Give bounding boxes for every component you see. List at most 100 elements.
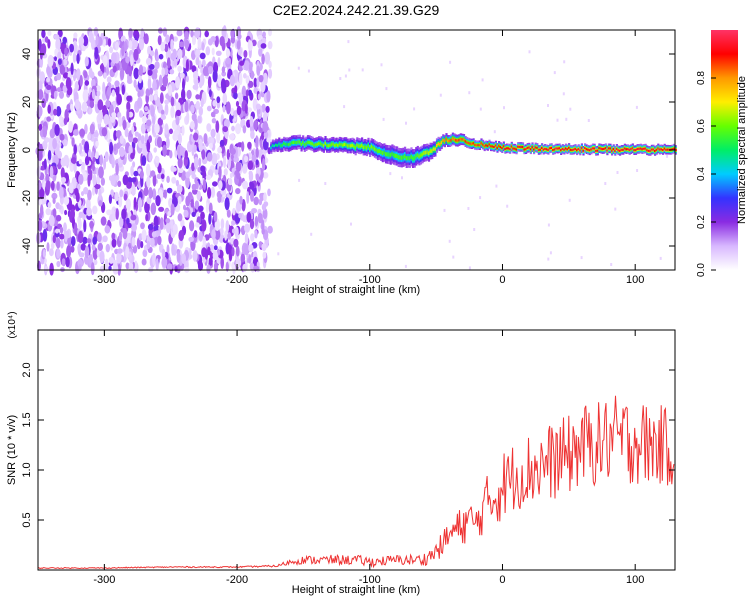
spectrogram-signal-cell xyxy=(434,147,437,151)
spectrogram-noise-cell xyxy=(98,188,102,200)
spectrogram-noise-cell xyxy=(69,43,74,53)
spectrogram-noise-cell xyxy=(208,257,213,266)
spectrogram-noise-cell xyxy=(133,170,139,177)
spectrogram-signal-cell xyxy=(321,142,324,147)
spectrogram-noise-cell xyxy=(208,89,212,98)
spectrogram-noise-cell xyxy=(164,43,169,53)
spectrogram-signal-cell xyxy=(388,152,391,157)
x-tick-label: -300 xyxy=(93,274,115,286)
spectrogram-noise-cell xyxy=(233,110,238,118)
spectrogram-noise-cell xyxy=(207,38,213,46)
spectrogram-signal-cell xyxy=(413,156,416,161)
colorbar-tick-label: 0.2 xyxy=(696,215,707,229)
spectrogram-noise-cell xyxy=(239,195,243,205)
spectrogram-noise-cell xyxy=(250,190,254,202)
spectrogram-noise-cell xyxy=(150,202,157,216)
spectrogram-noise-cell xyxy=(195,100,200,110)
spectrogram-noise-cell xyxy=(223,155,227,168)
spectrogram-noise-cell xyxy=(161,67,165,77)
spectrogram-noise-cell xyxy=(133,67,139,80)
spectrogram-signal-cell xyxy=(462,138,466,141)
spectrogram-noise-cell xyxy=(62,72,69,79)
spectrogram-noise-cell xyxy=(202,59,206,67)
spectrogram-noise-cell xyxy=(267,188,271,197)
spectrogram-noise-cell xyxy=(45,208,52,216)
spectrogram-noise-cell xyxy=(70,208,76,220)
spectrogram-noise-cell xyxy=(78,211,84,218)
spectrogram-noise-cell xyxy=(242,180,249,190)
spectrogram-noise-cell xyxy=(127,177,133,183)
spectrogram-signal-cell xyxy=(319,141,322,146)
spectrogram-noise-cell xyxy=(261,130,265,141)
spectrogram-signal-cell xyxy=(418,154,421,159)
spectrogram-signal-cell xyxy=(496,146,499,149)
spectrogram-noise-cell xyxy=(90,37,96,50)
spectrogram-noise-cell xyxy=(152,115,156,126)
spectrogram-noise-cell xyxy=(223,168,228,176)
spectrogram-signal-cell xyxy=(623,147,626,150)
spectrogram-noise-cell xyxy=(246,191,250,204)
spectrogram-signal-cell xyxy=(512,147,515,150)
spectrogram-signal-cell xyxy=(431,149,434,153)
x-tick-label: 100 xyxy=(626,574,644,586)
spectrogram-noise-cell xyxy=(149,50,155,57)
spectrogram-noise-cell xyxy=(48,214,55,227)
spectrogram-noise-cell xyxy=(64,47,68,57)
spectrogram-noise-cell xyxy=(149,93,154,102)
spectrogram-noise-cell xyxy=(234,226,239,238)
spectrogram-noise-cell xyxy=(117,180,122,187)
colorbar-ticks: 0.0 0.2 0.4 0.6 0.8 xyxy=(696,71,716,277)
spectrogram-signal-cell xyxy=(329,143,332,147)
spectrogram-noise-cell xyxy=(137,96,143,109)
spectrogram-signal-cell xyxy=(574,147,577,150)
spectrogram-noise-cell xyxy=(230,147,236,155)
spectrogram-noise-cell xyxy=(231,220,236,226)
spectrogram-noise-cell xyxy=(59,226,64,234)
spectrogram-noise-cell xyxy=(89,123,95,135)
spectrogram-speckle xyxy=(310,232,313,236)
spectrogram-noise-cell xyxy=(241,141,245,152)
spectrogram-noise-cell xyxy=(81,101,88,112)
spectrogram-noise-cell xyxy=(215,50,222,56)
spectrogram-signal-cell xyxy=(595,149,598,152)
spectrogram-noise-cell xyxy=(213,211,218,223)
spectrogram-signal-cell xyxy=(591,147,595,150)
spectrogram-noise-cell xyxy=(226,209,231,218)
spectrogram-noise-cell xyxy=(214,169,219,176)
spectrogram-signal-cell xyxy=(427,151,431,155)
spectrogram-noise-cell xyxy=(119,216,124,228)
spectrogram-noise-cell xyxy=(171,176,177,184)
spectrogram-signal-cell xyxy=(660,148,663,151)
spectrogram-signal-cell xyxy=(534,146,537,149)
spectrogram-noise-cell xyxy=(46,77,51,83)
spectrogram-signal-cell xyxy=(451,137,454,140)
spectrogram-noise-cell xyxy=(100,177,105,186)
spectrogram-signal-cell xyxy=(343,142,346,146)
spectrogram-signal-cell xyxy=(470,142,474,145)
spectrogram-speckle xyxy=(547,257,550,261)
spectrogram-signal-cell xyxy=(658,148,661,151)
spectrogram-noise-cell xyxy=(47,150,52,161)
spectrogram-noise-cell xyxy=(133,197,137,208)
spectrogram-noise-cell xyxy=(193,156,199,170)
spectrogram-noise-cell xyxy=(204,249,209,260)
spectrogram-noise-cell xyxy=(65,256,70,268)
spectrogram-noise-cell xyxy=(156,54,159,62)
spectrogram-signal-cell xyxy=(348,144,351,148)
spectrogram-noise-cell xyxy=(248,254,252,264)
y-tick-label: -20 xyxy=(21,190,33,206)
spectrogram-noise-cell xyxy=(198,60,202,70)
spectrogram-noise-cell xyxy=(137,197,143,210)
spectrogram-noise-cell xyxy=(221,26,227,39)
spectrogram-noise-cell xyxy=(141,258,147,266)
spectrogram-noise-cell xyxy=(263,192,267,203)
spectrogram-signal-cell xyxy=(477,144,480,147)
spectrogram-signal-cell xyxy=(650,148,653,151)
spectrogram-signal-cell xyxy=(499,146,502,149)
spectrogram-noise-cell xyxy=(46,66,51,75)
spectrogram-noise-cell xyxy=(182,78,185,92)
spectrogram-noise-cell xyxy=(131,125,135,135)
spectrogram-noise-cell xyxy=(44,36,49,43)
spectrogram-speckle xyxy=(666,154,669,158)
spectrogram-signal-cell xyxy=(376,149,380,154)
